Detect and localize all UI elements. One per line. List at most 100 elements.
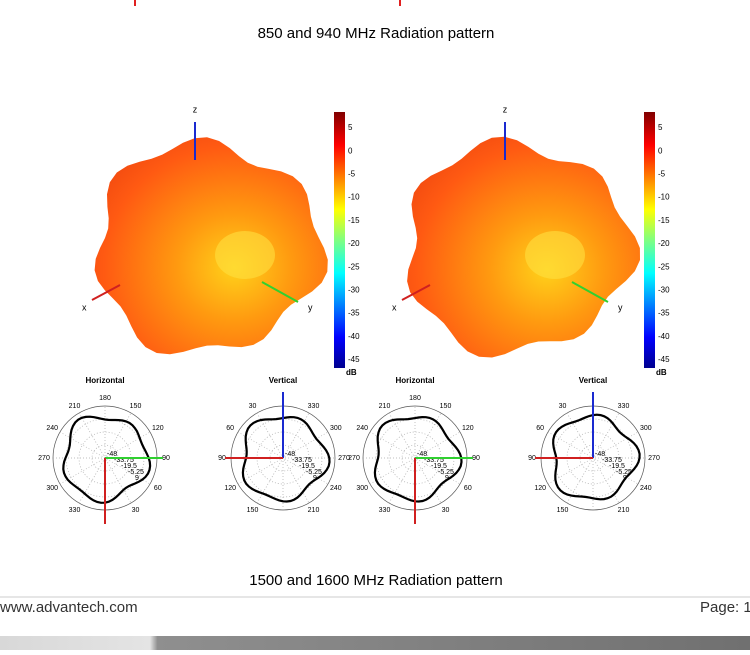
- colorbar-label: 5: [348, 123, 353, 132]
- polar-radius: -19.5: [299, 463, 315, 470]
- colorbar-label: -10: [658, 193, 670, 202]
- polar-angle: 270: [648, 455, 660, 462]
- polar-angle: 300: [640, 425, 652, 432]
- polar-angle: 300: [330, 425, 342, 432]
- colorbar-label: -25: [348, 262, 360, 271]
- axis-label: z: [503, 104, 508, 114]
- polar-angle: 150: [440, 403, 452, 410]
- polar-angle: 30: [249, 403, 257, 410]
- polar-radius: -19.5: [609, 463, 625, 470]
- polar-curve: [62, 415, 152, 504]
- colorbar-label: -10: [348, 193, 360, 202]
- polar-angle: 210: [618, 507, 630, 514]
- colorbar-label: -20: [658, 239, 670, 248]
- colorbar-label: -5: [348, 170, 356, 179]
- axis-x: [91, 284, 121, 301]
- polar-radius: -5.25: [306, 469, 322, 476]
- axis-y: [571, 281, 609, 303]
- polar-angle: 330: [618, 403, 630, 410]
- polar-radius: 9: [135, 475, 139, 482]
- polar-angle: 150: [247, 507, 259, 514]
- polar-radius: -19.5: [431, 463, 447, 470]
- polar-angle: 90: [472, 455, 480, 462]
- axis-label: y: [308, 302, 313, 312]
- polar-radius: -48: [285, 451, 295, 458]
- polar-angle: 60: [226, 425, 234, 432]
- colorbar-label: -15: [658, 216, 670, 225]
- polar-radius: -48: [107, 451, 117, 458]
- caption: 850 and 940 MHz Radiation pattern: [258, 25, 495, 42]
- polar-angle: 120: [462, 425, 474, 432]
- polar-angle: 330: [308, 403, 320, 410]
- polar-angle: 240: [356, 425, 368, 432]
- colorbar-label: 5: [658, 123, 663, 132]
- polar-angle: 60: [464, 485, 472, 492]
- hotspot: [525, 231, 585, 279]
- polar-angle: 90: [162, 455, 170, 462]
- polar-angle: 210: [308, 507, 320, 514]
- hotspot: [215, 231, 275, 279]
- colorbar-label: -40: [348, 332, 360, 341]
- polar-radius: -33.75: [424, 457, 444, 464]
- colorbar-unit: dB: [656, 368, 667, 377]
- axis-label: y: [618, 302, 623, 312]
- polar-title: Vertical: [269, 376, 297, 385]
- polar-angle: 120: [152, 425, 164, 432]
- polar-radius: -5.25: [616, 469, 632, 476]
- colorbar-label: -40: [658, 332, 670, 341]
- colorbar-unit: dB: [346, 368, 357, 377]
- polar-angle: 210: [379, 403, 391, 410]
- polar-radius: -33.75: [602, 457, 622, 464]
- polar-radius: -5.25: [128, 469, 144, 476]
- polar-radius: -48: [595, 451, 605, 458]
- polar-angle: 120: [224, 485, 236, 492]
- polar-angle: 120: [534, 485, 546, 492]
- polar-angle: 330: [379, 507, 391, 514]
- polar-radius: 9: [445, 475, 449, 482]
- polar-angle: 60: [154, 485, 162, 492]
- polar-angle: 30: [559, 403, 567, 410]
- polar-title: Horizontal: [85, 376, 124, 385]
- polar-radius: -5.25: [438, 469, 454, 476]
- footer-page: Page: 15: [700, 599, 750, 616]
- colorbar-label: -30: [658, 286, 670, 295]
- polar-angle: 30: [132, 507, 140, 514]
- colorbar-label: -25: [658, 262, 670, 271]
- axis-label: z: [193, 104, 198, 114]
- colorbar-label: -45: [348, 355, 360, 364]
- polar-curve: [373, 415, 463, 503]
- colorbar-label: -5: [658, 170, 666, 179]
- polar-angle: 330: [69, 507, 81, 514]
- polar-angle: 90: [528, 455, 536, 462]
- colorbar-label: -15: [348, 216, 360, 225]
- polar-angle: 30: [442, 507, 450, 514]
- polar-radius: 9: [313, 475, 317, 482]
- footer-bar: [0, 636, 750, 650]
- colorbar-label: -35: [348, 309, 360, 318]
- polar-angle: 180: [409, 395, 421, 402]
- colorbar-label: -20: [348, 239, 360, 248]
- colorbar-label: -35: [658, 309, 670, 318]
- axis-y: [261, 281, 299, 303]
- colorbar-label: -30: [348, 286, 360, 295]
- polar-title: Vertical: [579, 376, 607, 385]
- polar-radius: -48: [417, 451, 427, 458]
- polar-angle: 240: [640, 485, 652, 492]
- polar-title: Horizontal: [395, 376, 434, 385]
- polar-angle: 150: [557, 507, 569, 514]
- polar-angle: 300: [46, 485, 58, 492]
- radiation-3d: [94, 137, 328, 355]
- polar-angle: 60: [536, 425, 544, 432]
- colorbar-label: 0: [658, 146, 663, 155]
- axis-label: x: [82, 302, 87, 312]
- polar-angle: 270: [338, 455, 350, 462]
- colorbar: [644, 112, 655, 368]
- polar-angle: 270: [348, 455, 360, 462]
- polar-angle: 240: [330, 485, 342, 492]
- axis-label: x: [392, 302, 397, 312]
- caption: 1500 and 1600 MHz Radiation pattern: [249, 572, 503, 589]
- polar-angle: 270: [38, 455, 50, 462]
- radiation-3d: [407, 136, 640, 358]
- polar-angle: 300: [356, 485, 368, 492]
